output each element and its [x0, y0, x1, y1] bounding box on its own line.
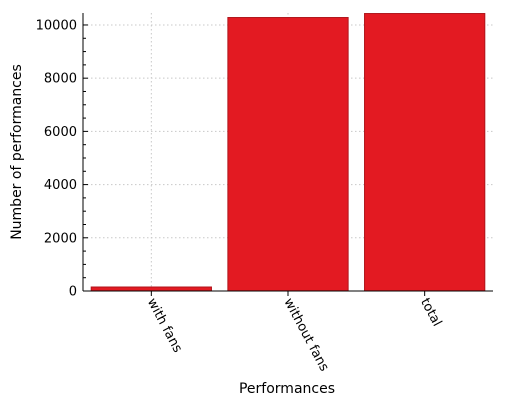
- y-tick-label: 4000: [44, 178, 77, 193]
- y-tick-label: 2000: [44, 231, 77, 246]
- x-tick-label: total: [417, 296, 444, 329]
- bar: [90, 286, 212, 292]
- y-tick-label: 8000: [44, 72, 77, 87]
- x-tick-label: with fans: [144, 296, 185, 356]
- bar: [227, 17, 349, 292]
- y-axis-label: Number of performances: [9, 64, 25, 240]
- bar: [364, 13, 486, 292]
- x-axis-ticks: with fans without fans total: [144, 291, 444, 374]
- y-tick-label: 6000: [44, 125, 77, 140]
- bars: [90, 13, 486, 292]
- x-axis-label: Performances: [239, 381, 335, 397]
- y-tick-label: 10000: [36, 18, 77, 33]
- y-tick-label: 0: [69, 285, 77, 300]
- x-tick-label: without fans: [280, 296, 331, 374]
- y-axis-ticks: 0 2000 4000 6000 8000 10000: [36, 18, 88, 300]
